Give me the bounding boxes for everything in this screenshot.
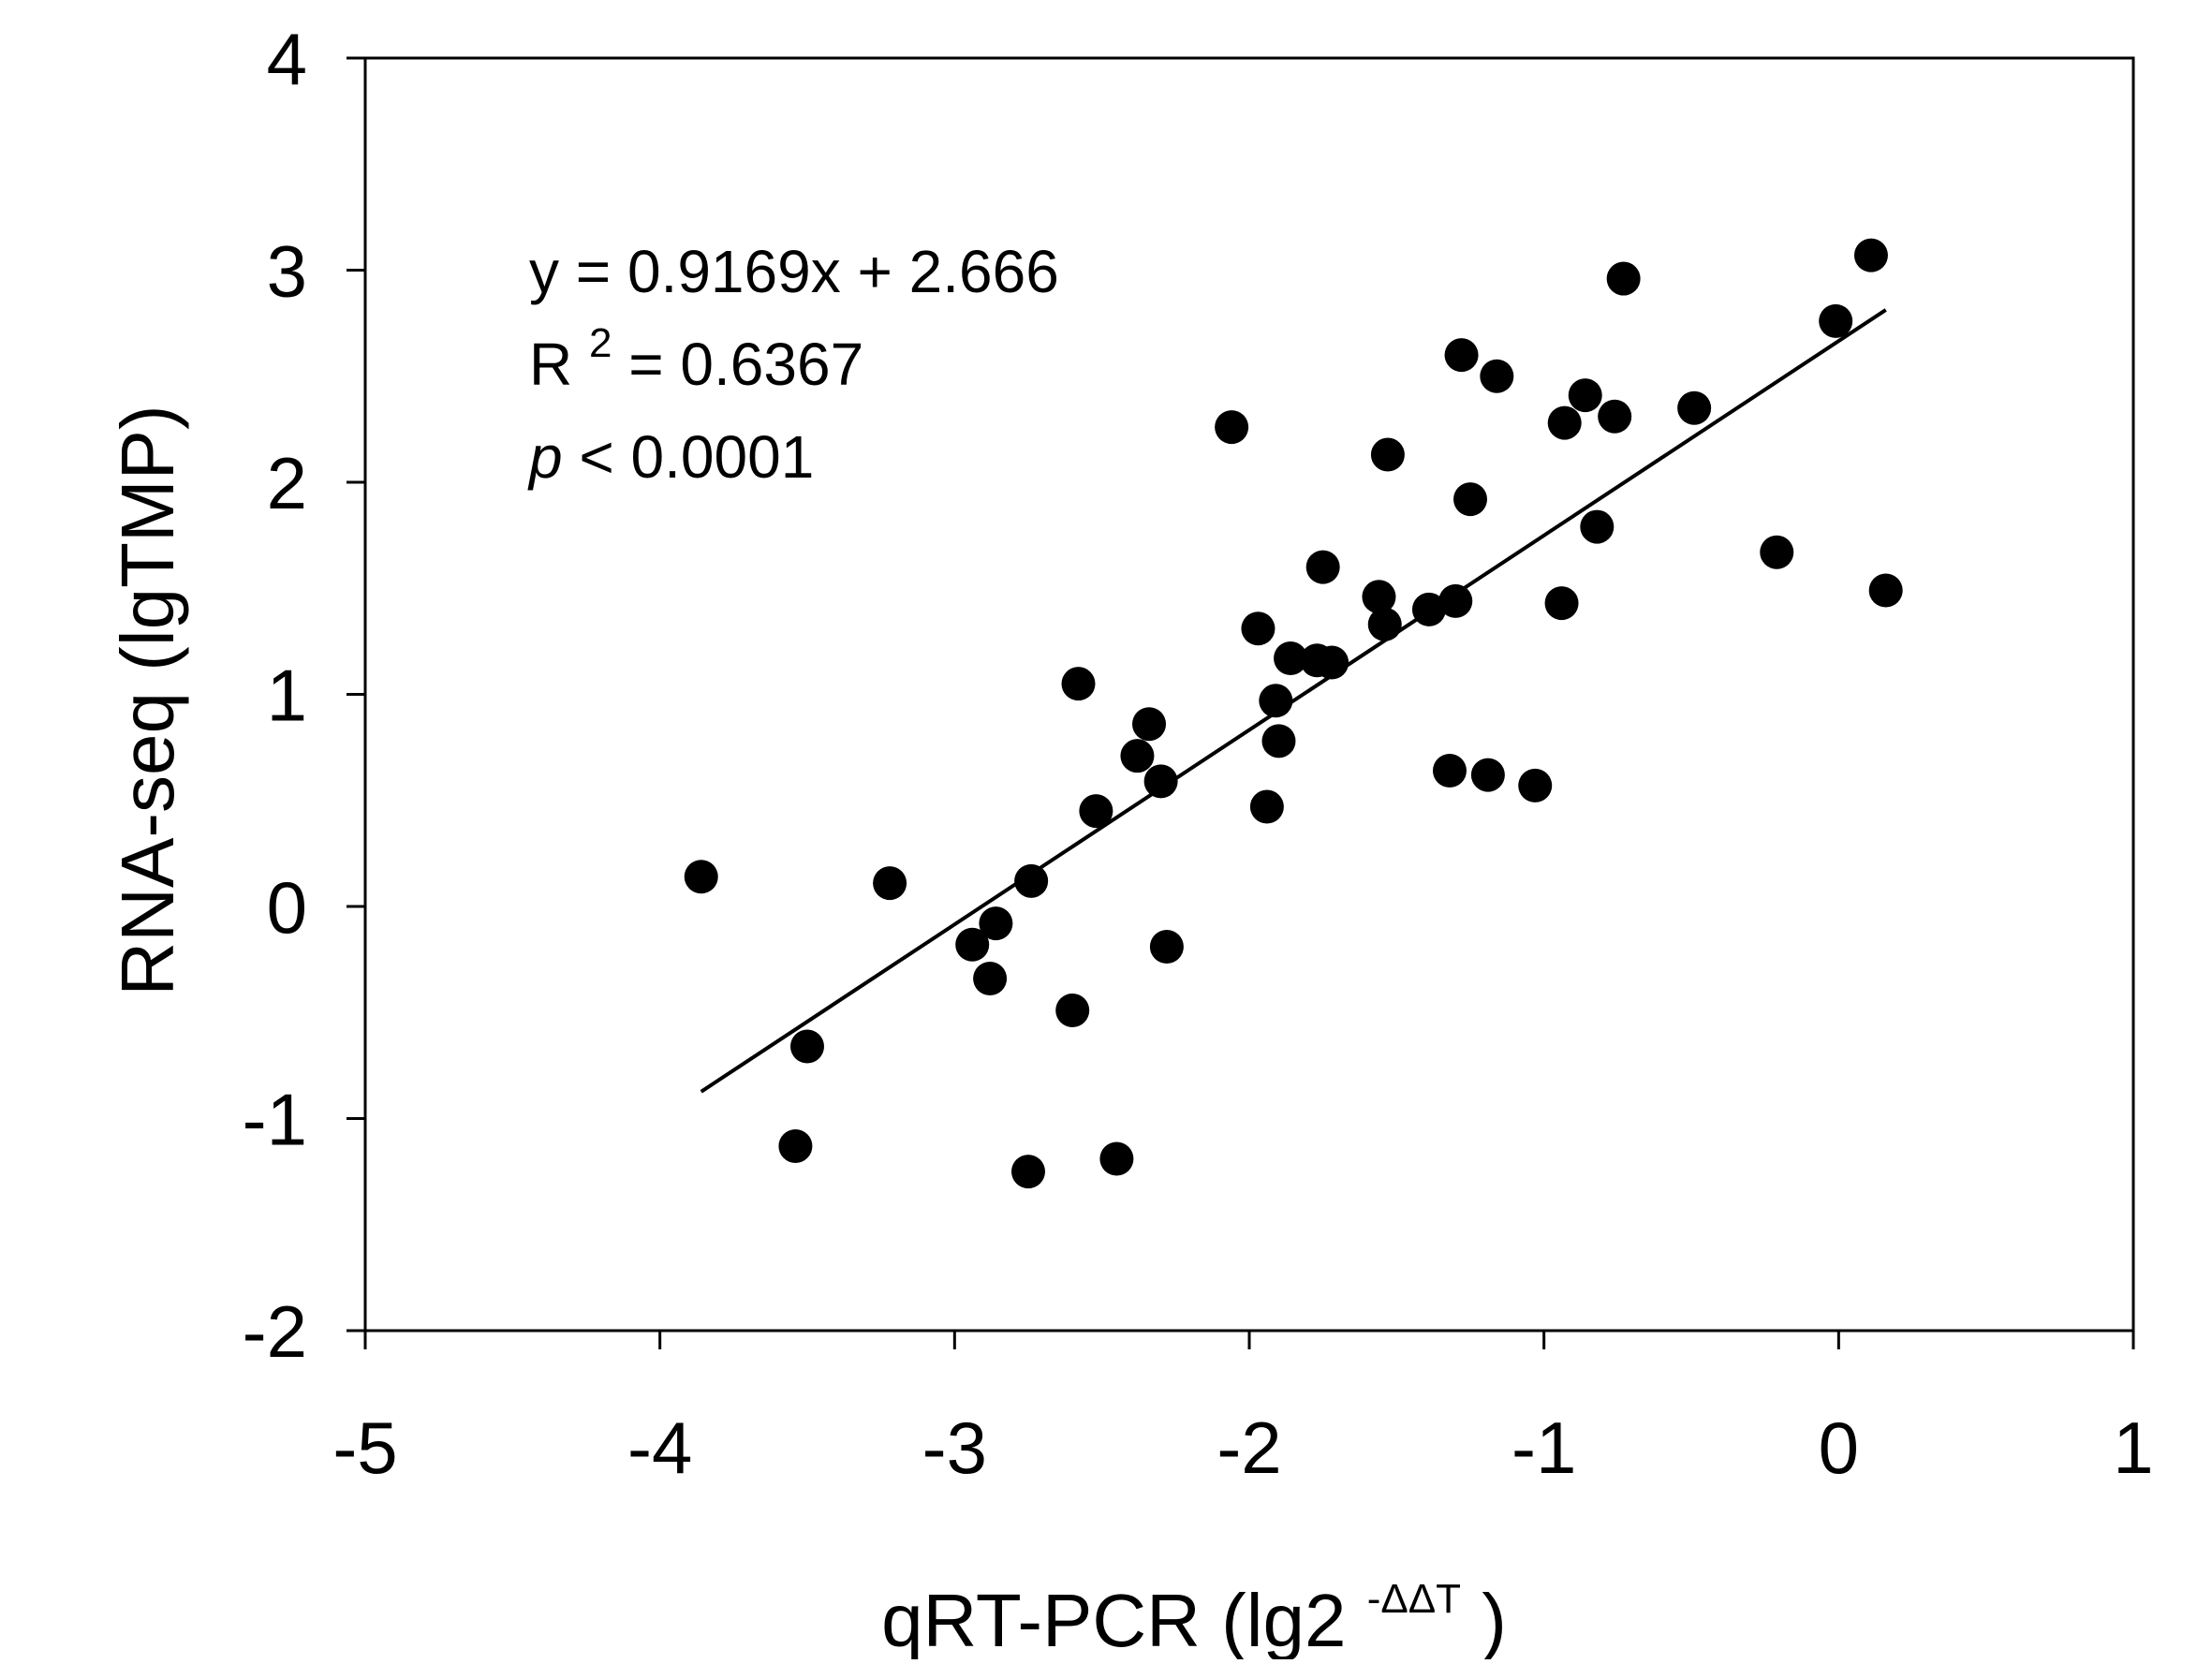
r-squared-superscript: 2 — [589, 320, 612, 366]
data-point — [1132, 707, 1167, 742]
y-tick-label: 3 — [267, 230, 307, 313]
data-point — [1853, 238, 1888, 272]
r-squared-annotation: R 2 = 0.6367 — [529, 302, 863, 398]
data-point — [1760, 535, 1794, 569]
data-point — [1518, 768, 1553, 803]
data-point — [1014, 863, 1049, 898]
data-point — [973, 962, 1008, 996]
data-point — [1143, 764, 1178, 799]
data-point — [1568, 378, 1602, 413]
data-point — [1819, 303, 1853, 338]
x-tick-label: -1 — [1512, 1406, 1576, 1489]
y-tick-label: 2 — [267, 442, 307, 524]
p-value-symbol: p — [527, 423, 563, 491]
trendline — [700, 308, 1887, 1094]
data-point — [1261, 724, 1296, 758]
data-point — [1444, 338, 1479, 373]
x-axis-title-close: ) — [1482, 1579, 1507, 1659]
data-point — [1249, 789, 1284, 824]
trendline-group — [700, 308, 1887, 1094]
x-axis-title-main: qRT-PCR (lg2 — [881, 1579, 1346, 1659]
y-axis-title: RNA-seq (lgTMP) — [106, 405, 189, 995]
p-value-annotation: p < 0.0001 — [527, 423, 814, 491]
data-point — [778, 1128, 813, 1163]
data-point — [1598, 399, 1632, 434]
x-axis-title-superscript: -ΔΔT — [1367, 1576, 1461, 1622]
points-group — [684, 238, 1903, 1189]
data-point — [790, 1029, 824, 1064]
y-tick-label: -2 — [243, 1290, 307, 1373]
x-axis-title: qRT-PCR (lg2 -ΔΔT ) — [881, 1545, 1507, 1659]
data-point — [1274, 641, 1308, 675]
x-tick-label: -2 — [1217, 1406, 1281, 1489]
data-point — [1370, 437, 1405, 472]
data-point — [955, 927, 990, 962]
data-point — [1677, 390, 1712, 425]
data-point — [1215, 410, 1249, 445]
data-point — [1438, 583, 1473, 618]
data-point — [1480, 359, 1514, 393]
data-point — [1470, 758, 1505, 792]
data-point — [1259, 684, 1293, 718]
data-point — [1079, 794, 1113, 829]
data-point — [979, 906, 1013, 941]
x-tick-label: -4 — [627, 1406, 692, 1489]
equation-annotation: y = 0.9169x + 2.666 — [529, 238, 1059, 305]
data-point — [873, 866, 907, 901]
data-point — [1411, 592, 1446, 626]
x-tick-label: -5 — [332, 1406, 397, 1489]
r-squared-value: = 0.6367 — [628, 331, 863, 398]
p-value-text: < 0.0001 — [579, 423, 814, 491]
data-point — [1453, 482, 1487, 517]
x-tick-label: 0 — [1819, 1406, 1859, 1489]
y-tick-label: 4 — [267, 18, 307, 100]
data-point — [1367, 607, 1402, 641]
data-point — [1120, 739, 1155, 773]
data-point — [1547, 405, 1582, 440]
data-point — [1868, 573, 1903, 608]
data-point — [1305, 550, 1340, 584]
y-tick-label: 0 — [267, 866, 307, 949]
y-tick-label: 1 — [267, 655, 307, 737]
r-squared-prefix: R — [529, 331, 572, 398]
data-point — [1099, 1141, 1134, 1176]
data-point — [1315, 645, 1349, 680]
data-point — [1432, 754, 1467, 788]
tick-group: -5 -4 -3 -2 -1 0 1 -2 -1 0 1 2 3 4 — [243, 18, 2154, 1489]
data-point — [1061, 667, 1096, 701]
x-tick-label: -3 — [922, 1406, 987, 1489]
data-point — [1544, 586, 1579, 621]
data-point — [1580, 509, 1615, 544]
data-point — [1362, 580, 1396, 614]
y-tick-label: -1 — [243, 1079, 307, 1161]
data-point — [1149, 930, 1184, 965]
x-tick-label: 1 — [2113, 1406, 2153, 1489]
data-point — [684, 860, 718, 894]
data-point — [1055, 993, 1090, 1027]
data-point — [1606, 261, 1641, 296]
data-point — [1011, 1155, 1045, 1189]
data-point — [1241, 611, 1276, 646]
